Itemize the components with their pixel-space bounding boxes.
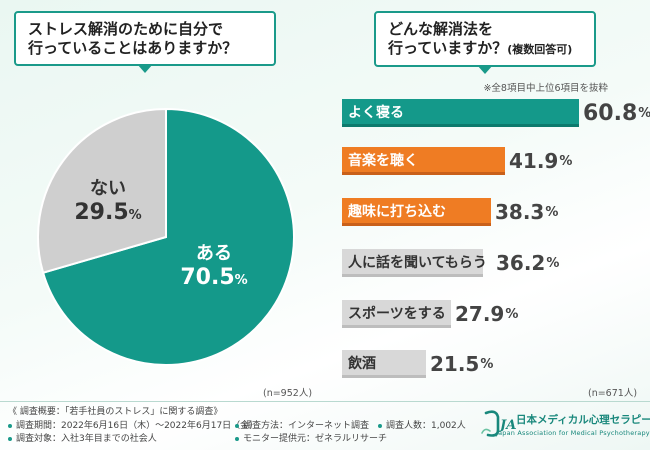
bar: 飲酒 (342, 350, 426, 378)
jaamp-logo-icon: JAAMP (481, 410, 516, 437)
bar-value-unit: % (638, 106, 650, 121)
bar-question-box: どんな解消法を 行っていますか？(複数回答可) (374, 11, 596, 74)
bar-category-label: 趣味に打ち込む (348, 203, 446, 220)
logo-mark-text: JAAMP (497, 418, 516, 433)
bar-category-label: 飲酒 (348, 355, 376, 372)
footer-divider (0, 401, 650, 402)
pie-label-name: ある (196, 243, 232, 264)
bar-value-label: 21.5% (430, 350, 493, 378)
survey-target-text: 調査対象：入社3年目までの社会人 (16, 434, 157, 444)
pie-sample-size: (n=952人) (263, 388, 313, 399)
bullet-icon (8, 436, 12, 441)
bar-question-line-2: 行っていますか？(複数回答可) (388, 39, 584, 59)
bar-value-unit: % (559, 153, 573, 169)
bar-value-unit: % (480, 356, 494, 372)
pie-label-unit: % (128, 208, 142, 223)
bullet-icon (235, 436, 239, 441)
survey-provider-text: モニター提供元：ゼネラルリサーチ (243, 434, 388, 444)
logo-organization-name: 日本メディカル心理セラピー協会 (516, 414, 650, 426)
bullet-icon (8, 423, 12, 428)
bar: 音楽を聴く (342, 147, 505, 175)
pie-question-line-1: ストレス解消のために自分で (28, 20, 224, 38)
bar-value-number: 27.9 (455, 302, 505, 326)
bar-question-line-2-text: 行っていますか？ (388, 39, 508, 57)
bar: 趣味に打ち込む (342, 198, 491, 226)
pie-label-aru: ある 70.5% (174, 245, 254, 289)
pie-label-number: 29.5 (74, 200, 129, 225)
survey-method-text: 調査方法：インターネット調査 (243, 421, 370, 431)
bar-value-unit: % (505, 306, 519, 322)
survey-method: 調査方法：インターネット調査 (235, 421, 369, 432)
bar: 人に話を聞いてもらう (342, 249, 487, 277)
pie-label-name: ない (90, 178, 126, 199)
bar-value-number: 41.9 (509, 149, 559, 173)
survey-period: 調査期間：2022年6月16日（木）～2022年6月17日（金） (8, 421, 258, 432)
bar-category-label: スポーツをする (348, 305, 446, 322)
bar-category-label: 音楽を聴く (348, 152, 418, 169)
bar-value-label: 41.9% (509, 147, 572, 175)
pie-slice (37, 107, 167, 274)
survey-provider: モニター提供元：ゼネラルリサーチ (235, 434, 387, 445)
bar-value-number: 36.2 (496, 251, 546, 275)
survey-summary-title: 《 調査概要：「若手社員のストレス」に関する調査》 (8, 407, 223, 417)
bar-value-label: 27.9% (455, 300, 518, 328)
bar-value-number: 21.5 (430, 352, 480, 376)
pie-label-unit: % (234, 273, 248, 288)
pie-label-number: 70.5 (180, 265, 235, 290)
bar-value-number: 38.3 (495, 200, 545, 224)
pie-slice (41, 107, 295, 366)
bar-value-label: 38.3% (495, 198, 558, 226)
pie-label-nai: ない 29.5% (73, 180, 143, 224)
bar-value-label: 60.8% (583, 99, 650, 127)
logo-english-name: Japan Association for Medical Psychother… (496, 429, 650, 437)
bar-value-unit: % (546, 255, 560, 271)
bar-value-unit: % (545, 204, 559, 220)
bar-value-number: 60.8 (583, 100, 638, 126)
pie-question-line-2: 行っていることはありますか？ (28, 39, 238, 57)
survey-count: 調査人数：1,002人 (378, 421, 466, 432)
bar-sample-size: (n=671人) (588, 388, 638, 399)
survey-target: 調査対象：入社3年目までの社会人 (8, 434, 157, 445)
survey-period-text: 調査期間：2022年6月16日（木）～2022年6月17日（金） (16, 421, 259, 431)
bar: よく寝る (342, 99, 579, 127)
pie-label-value: 29.5% (73, 202, 143, 224)
pie-label-value: 70.5% (174, 267, 254, 289)
bullet-icon (235, 423, 239, 428)
bar: スポーツをする (342, 300, 451, 328)
bar-category-label: よく寝る (348, 104, 404, 121)
bar-note: ※全8項目中上位6項目を抜粋 (483, 83, 608, 94)
bar-question-line-1: どんな解消法を (388, 20, 494, 38)
bar-value-label: 36.2% (496, 249, 559, 277)
bullet-icon (378, 423, 382, 428)
bar-category-label: 人に話を聞いてもらう (348, 254, 487, 271)
bar-question-sub: (複数回答可) (507, 43, 573, 56)
pie-question-box: ストレス解消のために自分で 行っていることはありますか？ (14, 11, 276, 73)
survey-count-text: 調査人数：1,002人 (386, 421, 466, 431)
